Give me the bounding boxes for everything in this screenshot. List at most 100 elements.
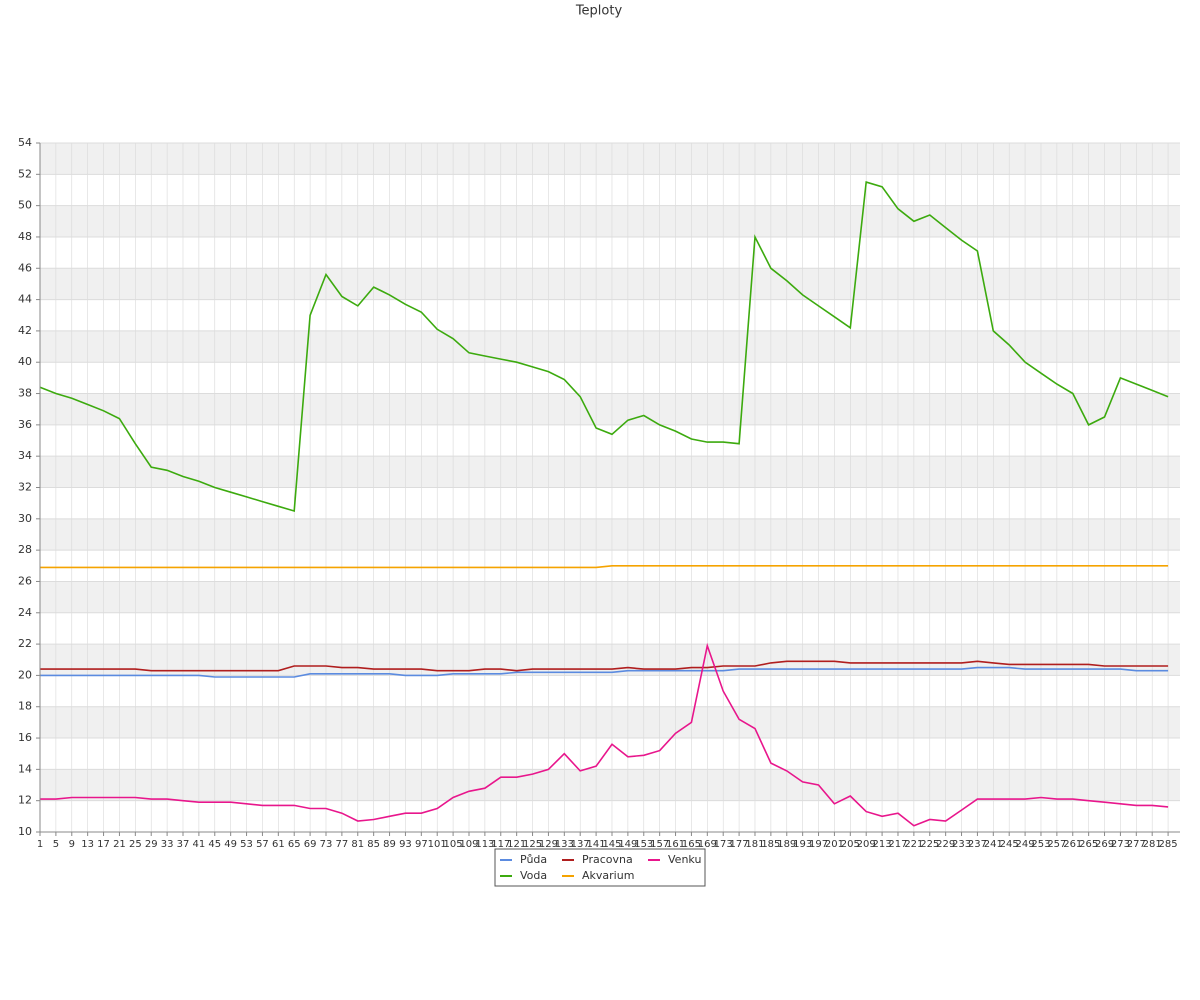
x-tick-label: 17 <box>97 839 110 850</box>
y-tick-label: 10 <box>18 825 32 838</box>
y-tick-label: 46 <box>18 261 32 274</box>
x-tick-label: 101 <box>428 839 447 850</box>
y-tick-label: 26 <box>18 574 32 587</box>
x-tick-label: 21 <box>113 839 126 850</box>
x-tick-label: 29 <box>145 839 158 850</box>
x-tick-label: 121 <box>507 839 526 850</box>
band <box>40 268 1180 300</box>
x-tick-label: 205 <box>841 839 860 850</box>
x-tick-label: 137 <box>571 839 590 850</box>
x-tick-label: 197 <box>809 839 828 850</box>
x-tick-label: 97 <box>415 839 428 850</box>
legend-label: Voda <box>520 869 547 882</box>
y-tick-label: 14 <box>18 762 32 775</box>
y-tick-label: 20 <box>18 668 32 681</box>
y-tick-label: 24 <box>18 606 32 619</box>
x-tick-label: 105 <box>444 839 463 850</box>
y-tick-label: 22 <box>18 637 32 650</box>
series-line <box>39 181 1169 513</box>
band <box>40 456 1180 488</box>
x-tick-label: 245 <box>1000 839 1019 850</box>
y-tick-label: 34 <box>18 449 32 462</box>
y-tick-label: 32 <box>18 481 32 494</box>
x-tick-label: 185 <box>761 839 780 850</box>
y-tick-label: 44 <box>18 293 32 306</box>
x-tick-label: 189 <box>777 839 796 850</box>
x-tick-label: 109 <box>459 839 478 850</box>
x-tick-label: 181 <box>745 839 764 850</box>
legend-label: Pracovna <box>582 853 633 866</box>
x-tick-label: 81 <box>351 839 364 850</box>
y-tick-label: 38 <box>18 387 32 400</box>
y-tick-label: 40 <box>18 355 32 368</box>
band <box>40 769 1180 801</box>
chart-title: Teploty <box>575 4 623 19</box>
legend-label: Venku <box>668 853 701 866</box>
y-tick-label: 18 <box>18 700 32 713</box>
x-tick-label: 277 <box>1127 839 1146 850</box>
x-tick-label: 249 <box>1016 839 1035 850</box>
y-tick-label: 12 <box>18 794 32 807</box>
x-tick-label: 253 <box>1031 839 1050 850</box>
y-tick-label: 50 <box>18 199 32 212</box>
x-tick-label: 113 <box>475 839 494 850</box>
x-tick-label: 257 <box>1047 839 1066 850</box>
horizontal-grid <box>40 142 1180 833</box>
x-tick-label: 273 <box>1111 839 1130 850</box>
x-tick-label: 5 <box>53 839 59 850</box>
band <box>40 706 1180 739</box>
legend-label: Půda <box>520 853 547 866</box>
x-tick-label: 61 <box>272 839 285 850</box>
x-tick-label: 85 <box>367 839 380 850</box>
y-tick-label: 16 <box>18 731 32 744</box>
series-line <box>40 660 1169 672</box>
legend-label: Akvarium <box>582 869 634 882</box>
x-tick-label: 41 <box>193 839 206 850</box>
x-tick-label: 161 <box>666 839 685 850</box>
x-tick-label: 201 <box>825 839 844 850</box>
series-line <box>40 642 1169 827</box>
x-tick-label: 89 <box>383 839 396 850</box>
x-tick-label: 149 <box>618 839 637 850</box>
series-line <box>40 565 1169 569</box>
x-tick-label: 45 <box>208 839 221 850</box>
x-tick-label: 125 <box>523 839 542 850</box>
y-tick-label: 54 <box>18 136 32 149</box>
x-tick-label: 169 <box>698 839 717 850</box>
x-tick-label: 177 <box>730 839 749 850</box>
x-tick-label: 77 <box>336 839 349 850</box>
x-tick-label: 129 <box>539 839 558 850</box>
band <box>40 581 1180 613</box>
x-tick-label: 117 <box>491 839 510 850</box>
x-tick-label: 69 <box>304 839 317 850</box>
y-tick-label: 42 <box>18 324 32 337</box>
band <box>40 393 1180 425</box>
x-tick-label: 221 <box>904 839 923 850</box>
axes: 10 12 14 16 18 20 22 24 26 28 30 32 34 36 38 40 42 44 46 48… <box>18 136 1180 850</box>
x-tick-label: 73 <box>320 839 333 850</box>
x-tick-label: 209 <box>857 839 876 850</box>
series-line <box>40 666 1169 678</box>
x-tick-label: 25 <box>129 839 142 850</box>
x-tick-label: 57 <box>256 839 269 850</box>
x-tick-label: 237 <box>968 839 987 850</box>
x-tick-label: 261 <box>1063 839 1082 850</box>
x-tick-label: 157 <box>650 839 669 850</box>
x-tick-label: 133 <box>555 839 574 850</box>
x-tick-label: 1 <box>37 839 43 850</box>
x-tick-label: 281 <box>1143 839 1162 850</box>
x-tick-label: 145 <box>602 839 621 850</box>
x-tick-label: 65 <box>288 839 301 850</box>
x-tick-label: 193 <box>793 839 812 850</box>
x-tick-label: 53 <box>240 839 253 850</box>
band <box>40 205 1180 237</box>
x-tick-label: 229 <box>936 839 955 850</box>
x-tick-label: 165 <box>682 839 701 850</box>
bands <box>40 143 1180 801</box>
legend: Půda Voda Pracovna Akvarium Venku <box>500 853 701 882</box>
x-tick-label: 153 <box>634 839 653 850</box>
y-tick-label: 48 <box>18 230 32 243</box>
x-tick-label: 233 <box>952 839 971 850</box>
